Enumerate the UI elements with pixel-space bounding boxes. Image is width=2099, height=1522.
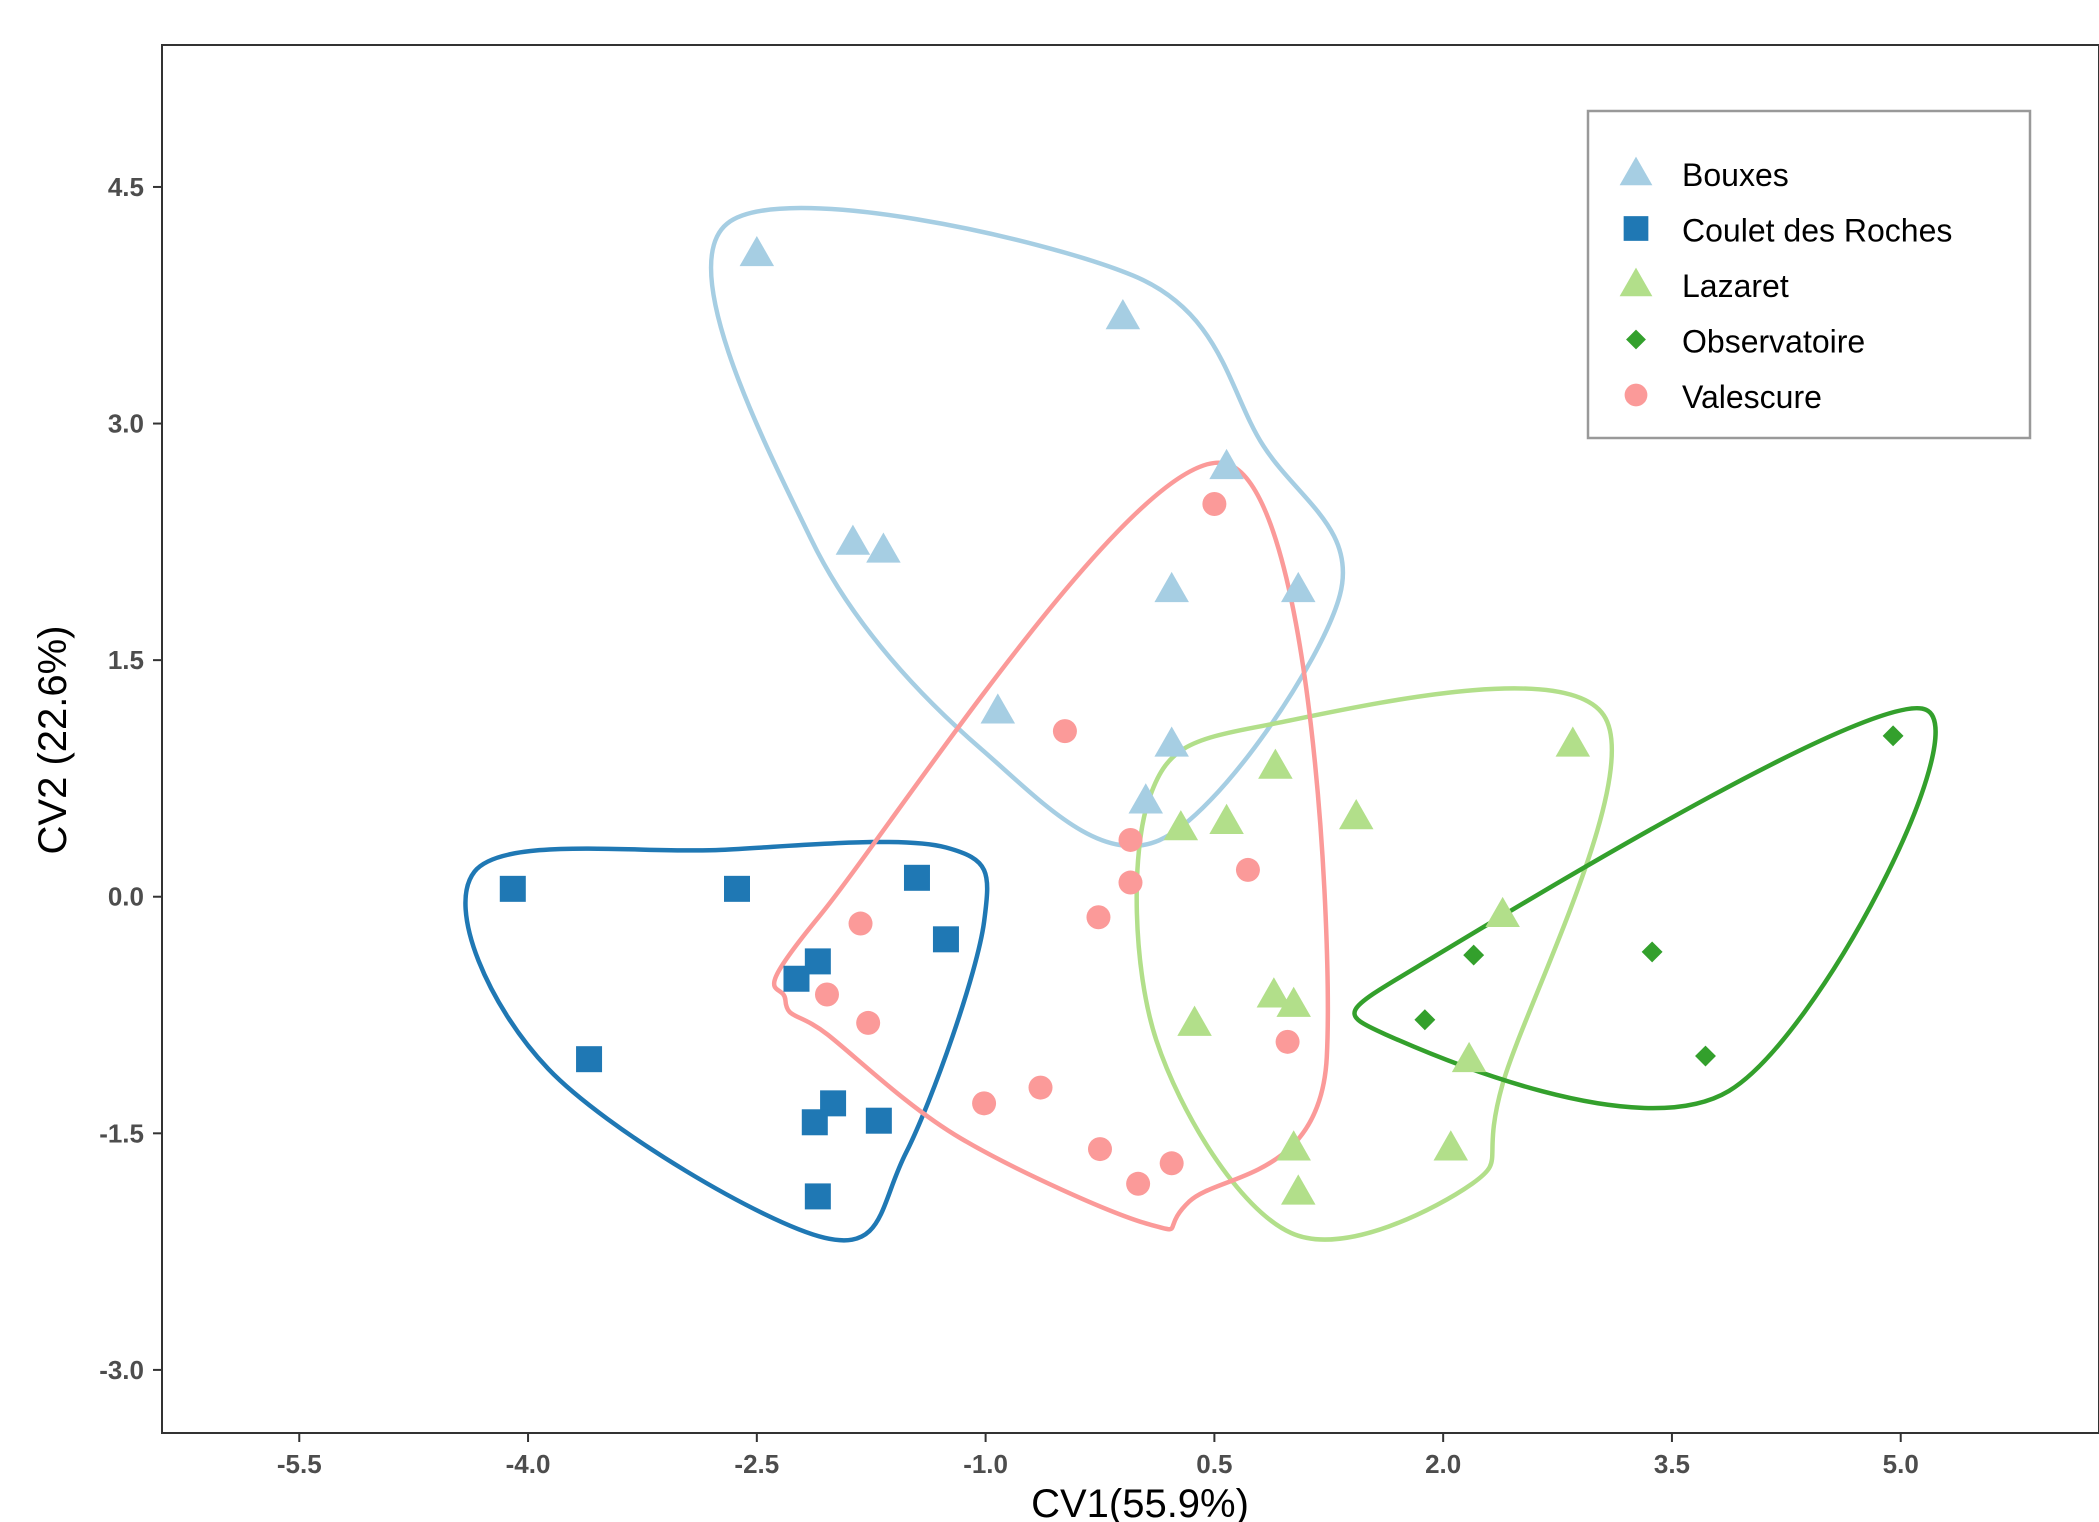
legend: Bouxes Coulet des Roches Lazaret Observatoi… bbox=[1586, 109, 2032, 440]
x-tick-label: 2.0 bbox=[1425, 1449, 1461, 1479]
data-point bbox=[1086, 905, 1111, 930]
data-point bbox=[1433, 1130, 1469, 1161]
data-point bbox=[1177, 1005, 1212, 1036]
data-point bbox=[1258, 748, 1293, 779]
data-point bbox=[1882, 725, 1904, 747]
data-point bbox=[932, 926, 959, 953]
legend-label: Valescure bbox=[1682, 379, 1822, 415]
x-tick-label: -2.5 bbox=[734, 1449, 779, 1479]
legend-label: Bouxes bbox=[1682, 157, 1789, 193]
x-axis-title: CV1(55.9%) bbox=[1031, 1482, 1249, 1522]
data-point bbox=[866, 532, 901, 563]
hull-outline bbox=[708, 205, 1346, 849]
data-point bbox=[723, 875, 750, 902]
group-hulls bbox=[463, 205, 1938, 1243]
x-tick-label: 5.0 bbox=[1883, 1449, 1919, 1479]
data-point bbox=[1485, 896, 1520, 928]
data-point bbox=[1202, 491, 1227, 516]
hull-outline bbox=[771, 460, 1331, 1232]
data-point bbox=[1275, 1029, 1300, 1054]
legend-key bbox=[1619, 267, 1653, 297]
data-point bbox=[1256, 977, 1292, 1008]
data-point bbox=[1028, 1075, 1053, 1100]
data-point bbox=[1414, 1009, 1436, 1031]
y-tick-label: -1.5 bbox=[99, 1118, 144, 1148]
data-point bbox=[1118, 827, 1143, 852]
data-point bbox=[1209, 803, 1244, 834]
legend-label: Lazaret bbox=[1682, 268, 1789, 304]
data-point bbox=[972, 1091, 997, 1116]
data-point bbox=[1052, 719, 1077, 744]
data-points bbox=[499, 235, 1904, 1210]
data-point bbox=[835, 524, 871, 555]
data-point bbox=[1451, 1041, 1487, 1073]
data-point bbox=[1641, 941, 1663, 963]
y-axis-title: CV2 (22.6%) bbox=[31, 626, 75, 855]
x-tick-label: 3.5 bbox=[1654, 1449, 1690, 1479]
hull-outline bbox=[463, 839, 990, 1243]
legend-box bbox=[1586, 109, 2032, 440]
x-tick-label: -4.0 bbox=[506, 1449, 551, 1479]
y-axis: -3.0 -1.5 0.0 1.5 3.0 4.5 bbox=[99, 172, 162, 1385]
data-point bbox=[1126, 1171, 1151, 1196]
data-point bbox=[499, 875, 526, 902]
data-point bbox=[1118, 870, 1143, 895]
y-tick-label: 3.0 bbox=[108, 409, 144, 439]
data-point bbox=[1159, 1151, 1184, 1176]
data-point bbox=[980, 693, 1016, 724]
x-tick-label: -1.0 bbox=[963, 1449, 1008, 1479]
data-point bbox=[814, 982, 839, 1007]
data-point bbox=[1281, 1174, 1316, 1205]
legend-label: Coulet des Roches bbox=[1682, 213, 1952, 249]
data-point bbox=[739, 235, 775, 267]
x-tick-label: -5.5 bbox=[277, 1449, 322, 1479]
data-point bbox=[783, 965, 810, 992]
data-point bbox=[848, 911, 873, 936]
legend-key bbox=[1623, 216, 1649, 241]
data-point bbox=[1209, 448, 1244, 480]
data-point bbox=[1281, 571, 1316, 603]
data-point bbox=[1555, 726, 1591, 757]
hull-outline bbox=[1134, 686, 1615, 1242]
legend-key bbox=[1626, 329, 1646, 350]
data-point bbox=[804, 1183, 831, 1210]
legend-key bbox=[1624, 383, 1648, 407]
data-point bbox=[801, 1109, 828, 1136]
y-tick-label: 4.5 bbox=[108, 172, 144, 202]
data-point bbox=[1463, 944, 1485, 966]
data-point bbox=[1163, 810, 1199, 841]
data-point bbox=[1154, 726, 1189, 757]
data-point bbox=[1276, 986, 1311, 1017]
x-tick-label: 0.5 bbox=[1196, 1449, 1232, 1479]
data-point bbox=[1338, 799, 1374, 830]
y-tick-label: -3.0 bbox=[99, 1355, 144, 1385]
data-point bbox=[1154, 571, 1189, 603]
data-point bbox=[576, 1046, 603, 1073]
data-point bbox=[1087, 1137, 1112, 1162]
legend-label: Observatoire bbox=[1682, 324, 1865, 360]
legend-key bbox=[1619, 156, 1653, 186]
data-point bbox=[903, 864, 930, 891]
y-tick-label: 0.0 bbox=[108, 882, 144, 912]
data-point bbox=[1128, 783, 1164, 814]
x-axis: -5.5 -4.0 -2.5 -1.0 0.5 2.0 3.5 5.0 bbox=[277, 1433, 1919, 1479]
y-tick-label: 1.5 bbox=[108, 645, 144, 675]
data-point bbox=[1276, 1130, 1311, 1161]
hull-outline bbox=[1352, 706, 1938, 1111]
data-point bbox=[1695, 1045, 1716, 1067]
data-point bbox=[1235, 857, 1260, 882]
data-point bbox=[1105, 299, 1141, 330]
data-point bbox=[856, 1010, 881, 1035]
data-point bbox=[865, 1107, 892, 1134]
